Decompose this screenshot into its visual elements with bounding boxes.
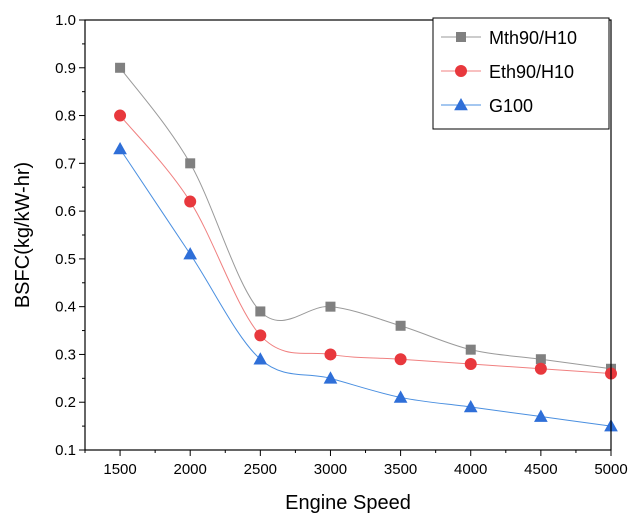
y-tick-label: 1.0 [55,12,76,29]
legend-marker-1 [455,65,467,77]
data-point-series-2 [253,352,268,365]
x-tick-label: 3000 [314,461,347,478]
series-line-1 [119,115,612,375]
data-point-series-0 [185,158,196,169]
series-line-2 [119,148,612,427]
data-point-series-1 [254,329,267,342]
data-point-series-1 [114,109,127,122]
y-tick-label: 0.6 [55,203,76,220]
data-point-series-1 [394,353,407,366]
data-point-series-1 [464,358,477,370]
data-point-series-1 [324,348,337,361]
data-point-series-0 [115,62,126,73]
data-point-series-0 [535,354,546,365]
x-axis: 1500 2000 2500 3000 3500 4000 4500 5000 [84,450,628,478]
y-axis-title: BSFC(kg/kW-hr) [12,162,34,308]
x-axis-title: Engine Speed [285,492,411,514]
legend-marker-0 [456,32,466,42]
y-tick-label: 0.3 [55,346,76,363]
data-point-series-1 [534,362,547,375]
x-tick-label: 2000 [174,461,207,478]
data-point-series-2 [323,371,338,384]
legend-label-1: Eth90/H10 [489,62,574,82]
legend-label-0: Mth90/H10 [489,28,577,48]
x-tick-label: 4000 [454,461,487,478]
legend-marker-2 [454,97,468,111]
y-tick-label: 0.1 [55,442,76,459]
data-point-series-1 [184,195,197,208]
x-tick-label: 3500 [384,461,417,478]
y-axis: 0.1 0.2 0.3 0.4 0.5 0.6 0.7 0.8 0.9 1.0 [55,12,85,459]
data-point-series-2 [534,409,548,422]
legend-label-2: G100 [489,96,533,116]
data-point-series-0 [325,301,336,312]
data-point-series-0 [395,320,406,331]
data-point-series-2 [183,247,198,260]
x-tick-label: 2500 [244,461,277,478]
data-point-series-2 [393,390,408,403]
data-point-series-0 [465,344,476,355]
x-tick-label: 4500 [524,461,557,478]
x-tick-label: 1500 [103,461,136,478]
legend: Mth90/H10 Eth90/H10 G100 [432,17,610,130]
y-tick-label: 0.8 [55,108,76,125]
series-markers [113,62,618,432]
data-point-series-2 [463,399,478,413]
y-tick-label: 0.4 [55,299,76,316]
data-point-series-0 [255,306,266,317]
y-tick-label: 0.5 [55,251,76,268]
y-tick-label: 0.9 [55,60,76,77]
y-tick-label: 0.7 [55,155,76,172]
y-tick-label: 0.2 [55,394,76,411]
data-point-series-2 [113,141,127,155]
x-tick-label: 5000 [594,461,627,478]
